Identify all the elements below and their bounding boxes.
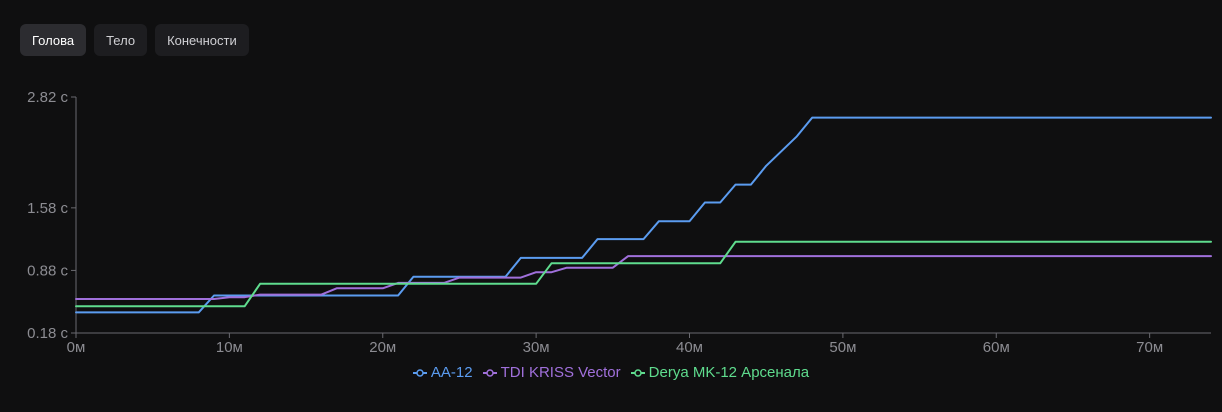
series-line-2 (75, 240, 1212, 308)
x-tick-label: 20м (369, 339, 396, 356)
tab-head[interactable]: Голова (20, 24, 87, 56)
x-tick-label: 30м (523, 339, 550, 356)
x-tick-label: 40м (676, 339, 703, 356)
legend-label: AA-12 (430, 364, 473, 381)
tab-limbs[interactable]: Конечности (155, 24, 249, 56)
x-tick-label: 70м (1136, 339, 1163, 356)
legend-item[interactable]: Derya MK-12 Арсенала (630, 364, 810, 381)
tab-body[interactable]: Тело (94, 24, 148, 56)
legend-label: Derya MK-12 Арсенала (648, 364, 810, 381)
legend-line-marker-icon (630, 368, 645, 377)
x-tick-label: 0м (67, 339, 86, 356)
legend-line-marker-icon (412, 368, 427, 377)
y-tick-label: 0.18 с (27, 325, 68, 342)
legend-item[interactable]: TDI KRISS Vector (482, 364, 621, 381)
x-tick-label: 60м (983, 339, 1010, 356)
x-tick-label: 50м (829, 339, 856, 356)
x-tick-label: 10м (216, 339, 243, 356)
legend-line-marker-icon (482, 368, 497, 377)
body-part-tabs: Голова Тело Конечности (20, 24, 249, 56)
legend-label: TDI KRISS Vector (500, 364, 621, 381)
y-tick-label: 0.88 с (27, 262, 68, 279)
y-tick-label: 2.82 с (27, 89, 68, 106)
series-line-0 (75, 116, 1212, 314)
legend-item[interactable]: AA-12 (412, 364, 473, 381)
chart-legend: AA-12 TDI KRISS Vector Derya MK-12 Арсенал… (0, 364, 1222, 381)
y-tick-label: 1.58 с (27, 200, 68, 217)
